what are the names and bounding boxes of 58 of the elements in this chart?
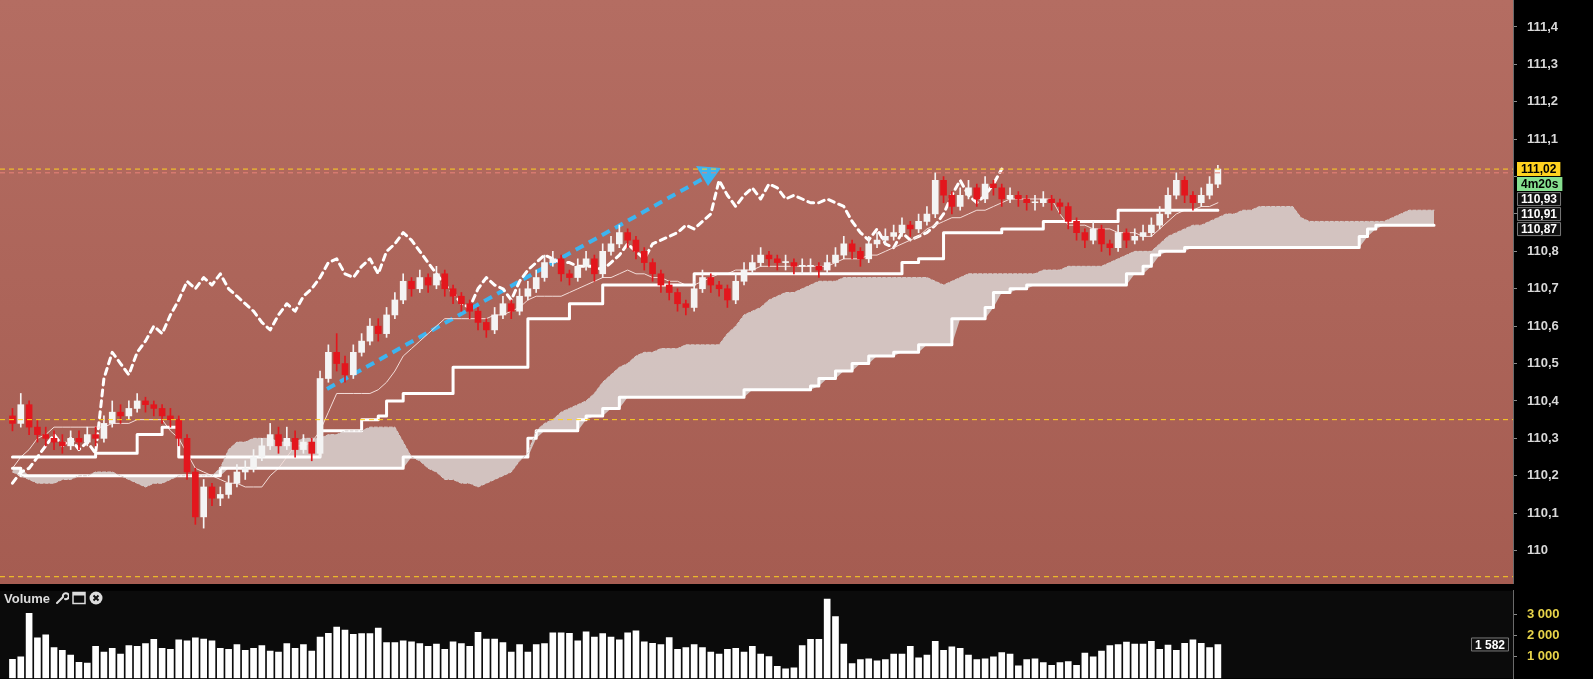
y-tick-label: 110,1 xyxy=(1527,504,1559,520)
chart-title: Volume xyxy=(4,590,50,606)
y-tick-label: 110,4 xyxy=(1527,392,1560,408)
bar xyxy=(125,645,133,679)
text: 110,93 xyxy=(1521,192,1558,207)
candlestick xyxy=(1031,194,1039,211)
y-tick-label: 110,5 xyxy=(1527,355,1559,371)
bar xyxy=(499,642,507,679)
bar xyxy=(657,644,665,679)
y-tick-label: 110,7 xyxy=(1527,280,1559,296)
text: 110,87 xyxy=(1521,222,1558,237)
bar xyxy=(233,644,241,679)
bar xyxy=(366,633,374,679)
bar xyxy=(790,667,798,679)
y-tick-label: 110,8 xyxy=(1527,242,1559,258)
bar xyxy=(291,648,299,679)
bar xyxy=(557,632,565,679)
bar xyxy=(873,660,881,679)
annotation: 1 582 xyxy=(1474,637,1506,652)
bar xyxy=(1214,644,1222,679)
bar xyxy=(682,647,690,679)
y-tick-label: 3 000 xyxy=(1527,605,1560,621)
bar xyxy=(690,644,698,679)
bar xyxy=(1114,644,1122,679)
y-tick-label: 110 xyxy=(1527,542,1548,558)
bar xyxy=(981,658,989,679)
bar xyxy=(133,646,141,679)
bar xyxy=(25,613,33,679)
bar xyxy=(1056,662,1064,679)
y-tick-label: 111,4 xyxy=(1527,18,1559,34)
bar xyxy=(474,632,482,679)
y-tick-label: 2 000 xyxy=(1527,627,1560,643)
y-tick-label: 110,2 xyxy=(1527,467,1559,483)
candlestick xyxy=(906,221,914,237)
bar xyxy=(1031,658,1039,679)
bar xyxy=(823,598,831,679)
ref-line-label: 111,02 xyxy=(1521,162,1557,177)
bar xyxy=(815,639,823,679)
candlestick xyxy=(1023,194,1031,211)
candlestick xyxy=(1039,191,1047,207)
y-tick-label: 111,1 xyxy=(1527,130,1559,146)
bar xyxy=(582,631,590,679)
text: 4m20s xyxy=(1521,177,1559,192)
y-tick-label: 110,3 xyxy=(1527,429,1559,445)
bar xyxy=(158,648,166,679)
bar xyxy=(424,646,432,679)
y-tick-label: 110,6 xyxy=(1527,317,1559,333)
bar xyxy=(391,642,399,679)
y-tick-label: 111,3 xyxy=(1527,55,1559,71)
y-tick-label: 1 000 xyxy=(1527,648,1560,664)
y-tick-label: 111,2 xyxy=(1527,93,1559,109)
bar xyxy=(50,647,58,679)
bar xyxy=(848,663,856,679)
bar xyxy=(449,641,457,679)
bar xyxy=(258,645,266,679)
text: 110,91 xyxy=(1521,207,1558,222)
bar xyxy=(1189,639,1197,679)
bar xyxy=(765,656,773,679)
